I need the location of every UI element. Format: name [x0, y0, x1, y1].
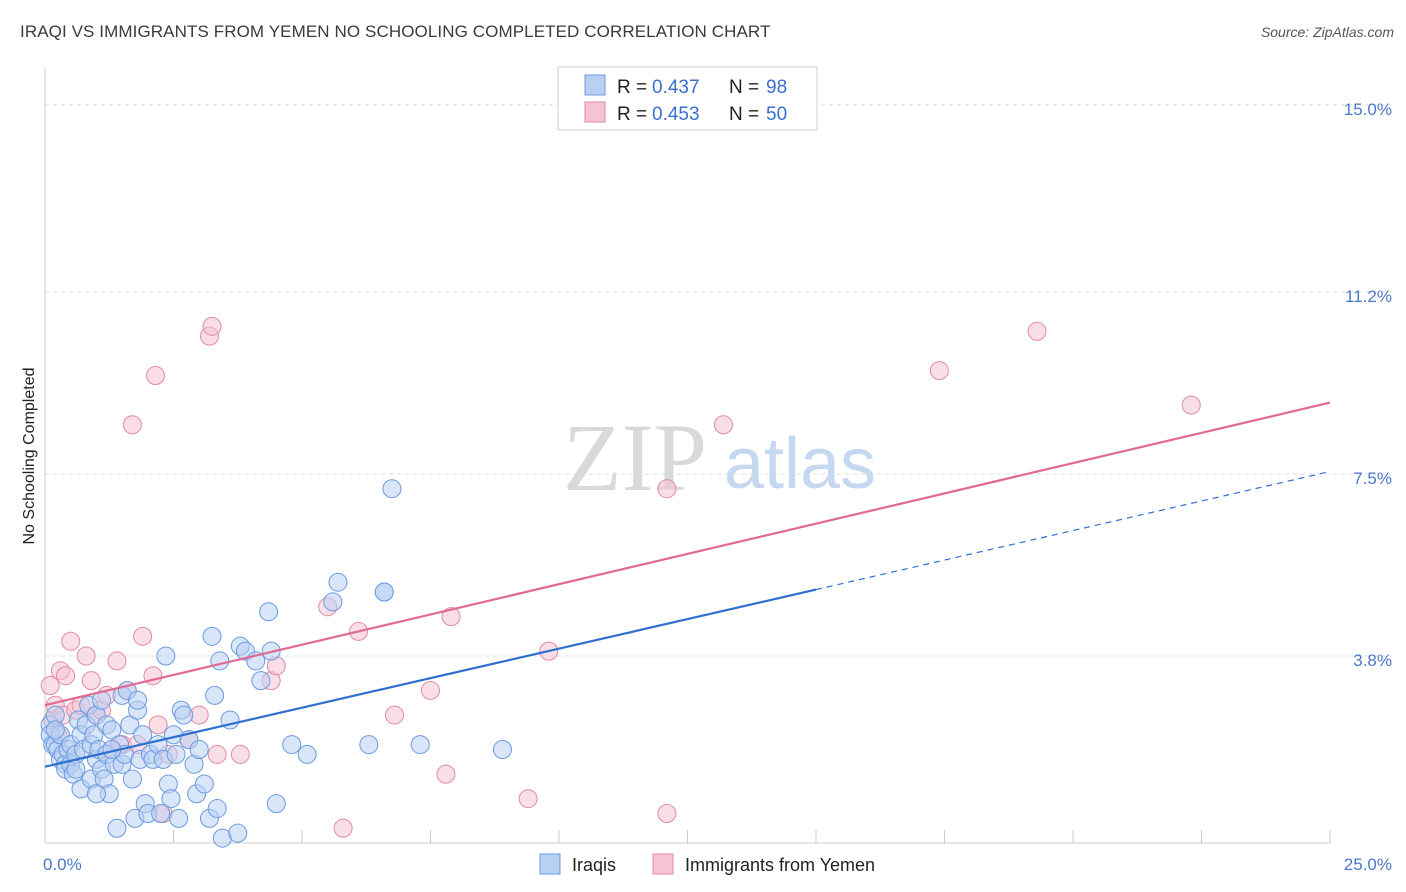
iraqi-point-96: [86, 784, 106, 804]
iraqi-point-54: [151, 803, 171, 823]
x-axis-minor-ticks: [173, 830, 1331, 843]
yemen-point-22: [146, 366, 166, 386]
yemen-point-44: [657, 479, 677, 499]
iraqi-point-61: [169, 808, 189, 828]
iraqi-point-94: [45, 720, 65, 740]
iraqi-point-36: [107, 818, 127, 838]
iraqis-trend-line: [44, 588, 817, 768]
iraqi-point-95: [66, 759, 86, 779]
iraqi-point-42: [120, 715, 140, 735]
yemen-point-35: [333, 818, 353, 838]
bottom-legend-swatch-yemen: [652, 853, 674, 875]
yemen-point-20: [133, 626, 153, 646]
yemen-point-29: [202, 316, 222, 336]
grid-lines: [45, 104, 1392, 657]
legend-r-label-1: R =: [617, 77, 647, 98]
iraqi-point-63: [174, 705, 194, 725]
yemen-point-37: [385, 705, 405, 725]
legend-n-value-2: 50: [766, 104, 787, 125]
x-tick-label-0: 0.0%: [43, 855, 82, 874]
legend-swatch-yemen: [584, 101, 606, 123]
iraqi-point-86: [323, 592, 343, 612]
yemen-point-48: [1181, 395, 1201, 415]
iraqi-point-58: [161, 789, 181, 809]
yemen-point-43: [657, 803, 677, 823]
iraqi-point-43: [122, 769, 142, 789]
legend-n-label-2: N =: [729, 104, 759, 125]
iraqi-point-84: [282, 735, 302, 755]
iraqi-point-83: [266, 794, 286, 814]
series-iraqis-points: [40, 479, 512, 848]
yemen-point-15: [107, 651, 127, 671]
iraqi-point-87: [328, 572, 348, 592]
iraqi-point-85: [297, 744, 317, 764]
stats-legend: R = 0.437 N = 98 R = 0.453 N = 50: [557, 66, 818, 131]
y-tick-labels: 3.8% 7.5% 11.2% 15.0%: [1344, 100, 1392, 670]
iraqi-point-73: [210, 651, 230, 671]
iraqi-point-70: [202, 626, 222, 646]
yemen-point-0: [40, 676, 60, 696]
iraqis-trend-extension: [815, 470, 1331, 591]
yemen-point-45: [713, 415, 733, 435]
series-legend: Iraqis Immigrants from Yemen: [539, 853, 875, 875]
chart-title: IRAQI VS IMMIGRANTS FROM YEMEN NO SCHOOL…: [20, 22, 771, 41]
bottom-legend-label-iraqis: Iraqis: [572, 855, 616, 875]
legend-r-value-1: 0.437: [652, 77, 700, 98]
bottom-legend-label-yemen: Immigrants from Yemen: [685, 855, 875, 875]
yemen-point-39: [436, 764, 456, 784]
watermark-zip: ZIP: [563, 404, 707, 511]
yemen-point-30: [207, 744, 227, 764]
yemen-point-47: [1027, 321, 1047, 341]
iraqi-point-88: [359, 735, 379, 755]
x-tick-labels: 0.0% 25.0%: [43, 855, 1392, 874]
legend-r-label-2: R =: [617, 104, 647, 125]
iraqi-point-91: [382, 479, 402, 499]
yemen-point-6: [61, 631, 81, 651]
bottom-legend-swatch-iraqis: [539, 853, 561, 875]
yemen-point-40: [441, 607, 461, 627]
iraqi-point-34: [102, 720, 122, 740]
trend-lines: [44, 401, 1331, 768]
yemen-point-10: [81, 671, 101, 691]
legend-n-value-1: 98: [766, 77, 787, 98]
yemen-point-5: [56, 666, 76, 686]
watermark-atlas: atlas: [724, 424, 876, 504]
legend-r-value-2: 0.453: [652, 104, 700, 125]
y-tick-label-2: 11.2%: [1345, 287, 1392, 306]
iraqi-point-90: [374, 582, 394, 602]
y-tick-label-3: 15.0%: [1344, 100, 1392, 119]
yemen-point-41: [518, 789, 538, 809]
iraqi-point-92: [410, 735, 430, 755]
legend-swatch-iraqis: [584, 74, 606, 96]
iraqi-point-56: [156, 646, 176, 666]
y-tick-label-1: 7.5%: [1353, 469, 1392, 488]
series-yemen-points: [40, 316, 1201, 838]
y-axis-label: No Schooling Completed: [21, 368, 38, 545]
iraqi-point-46: [128, 690, 148, 710]
yemen-point-18: [122, 415, 142, 435]
iraqi-point-72: [207, 799, 227, 819]
yemen-point-38: [421, 680, 440, 700]
iraqi-point-48: [133, 725, 153, 745]
yemen-trend-line: [44, 401, 1331, 707]
y-tick-label-0: 3.8%: [1353, 651, 1392, 670]
yemen-point-46: [929, 361, 949, 381]
yemen-point-9: [76, 646, 96, 666]
source-note: Source: ZipAtlas.com: [1260, 24, 1394, 40]
x-tick-label-1: 25.0%: [1344, 855, 1392, 874]
iraqi-point-71: [205, 685, 225, 705]
iraqi-point-60: [166, 744, 186, 764]
iraqi-point-76: [228, 823, 248, 843]
yemen-point-31: [230, 744, 250, 764]
iraqi-point-93: [492, 740, 512, 760]
legend-n-label-1: N =: [729, 77, 759, 98]
iraqi-point-67: [189, 740, 209, 760]
iraqi-point-68: [194, 774, 214, 794]
iraqi-point-80: [251, 671, 271, 691]
yemen-point-23: [148, 715, 168, 735]
iraqi-point-81: [259, 602, 279, 622]
